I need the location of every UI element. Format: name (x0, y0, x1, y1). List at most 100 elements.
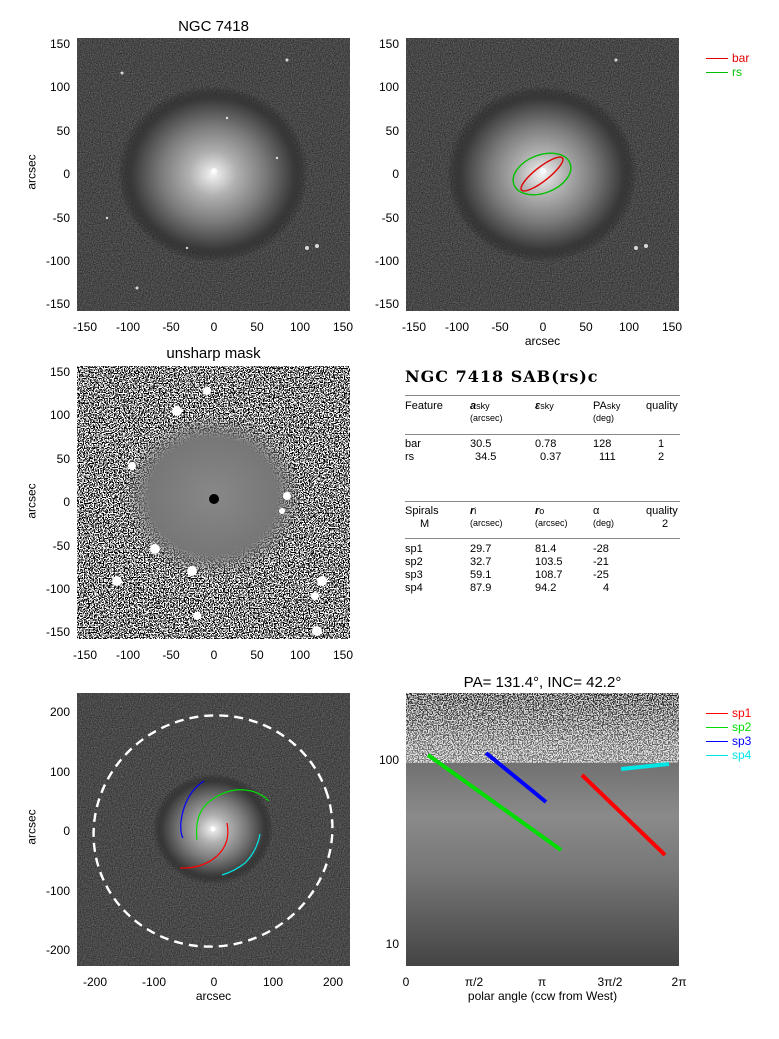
tick-x: 0 (210, 320, 218, 334)
header-eps: ε (535, 400, 541, 412)
row-ro: 103.5 (535, 556, 563, 568)
legend-bar: bar (706, 51, 749, 65)
table-rule (405, 501, 680, 502)
legend-sp1: sp1 (706, 706, 751, 720)
panel2-xlabel: arcsec (524, 334, 561, 348)
header-a-unit: (arcsec) (470, 413, 503, 423)
tick-x: -100 (115, 320, 141, 334)
tick-x: -150 (72, 320, 98, 334)
spiral-arm-sp3 (180, 780, 205, 839)
tick-y: -50 (52, 211, 70, 225)
tick-x: -100 (141, 975, 167, 989)
unsharp-mask-image (77, 366, 350, 639)
tick-x: -50 (162, 648, 180, 662)
tick-y: -100 (374, 254, 399, 268)
polar-plot (406, 693, 679, 966)
panel1-title: NGC 7418 (178, 18, 249, 35)
tick-x: 100 (618, 320, 640, 334)
header-a: a (470, 400, 477, 412)
row-eps: 0.78 (535, 438, 557, 450)
header-ro-unit: (arcsec) (535, 518, 568, 528)
row-ri: 87.9 (470, 582, 492, 594)
outer-dashed-ellipse (92, 714, 334, 948)
row-name: sp3 (405, 569, 423, 581)
spiral-arm-sp1 (179, 822, 229, 869)
header-eps-sub: sky (540, 401, 554, 411)
tick-y: 100 (49, 765, 70, 779)
row-alpha: -21 (593, 556, 609, 568)
header-a-sub: sky (476, 401, 490, 411)
tick-x: -150 (401, 320, 427, 334)
header-feature: Feature (405, 400, 443, 412)
panel6-title: PA= 131.4°, INC= 42.2° (463, 674, 622, 691)
arm-line-sp1 (580, 773, 667, 857)
tick-x: -100 (444, 320, 470, 334)
tick-x: 100 (289, 648, 311, 662)
tick-x: 200 (322, 975, 344, 989)
table-heading: NGC 7418 SAB(rs)c (405, 367, 599, 386)
tick-x: 0 (402, 975, 410, 989)
header-ro-sub: o (539, 506, 545, 516)
tick-y: 50 (56, 452, 70, 466)
header-ri-sub: i (474, 506, 477, 516)
panel3-title: unsharp mask (166, 345, 261, 362)
arm-line-sp3 (484, 751, 548, 804)
tick-x: 50 (250, 648, 264, 662)
row-ri: 29.7 (470, 543, 492, 555)
header-pa-unit: (deg) (593, 413, 615, 423)
panel2-legend: bar rs (706, 51, 749, 79)
legend-sp3: sp3 (706, 734, 751, 748)
tick-y: 100 (49, 80, 70, 94)
row-eps: 0.37 (540, 451, 562, 463)
row-name: rs (405, 451, 415, 463)
header-alpha: α (593, 505, 600, 517)
tick-y: 200 (49, 705, 70, 719)
spiral-arm-sp4 (221, 833, 261, 876)
tick-y: -150 (45, 297, 70, 311)
header-quality: quality (646, 505, 678, 517)
rs-ellipse (512, 152, 572, 196)
tick-y: -50 (381, 211, 399, 225)
tick-y: 0 (63, 167, 70, 181)
row-pa: 111 (599, 451, 616, 463)
header-alpha-unit: (deg) (593, 518, 615, 528)
tick-x: 150 (661, 320, 683, 334)
row-ro: 108.7 (535, 569, 563, 581)
spiral-arm-image (77, 693, 350, 966)
tick-x: 50 (579, 320, 593, 334)
tick-x: -150 (72, 648, 98, 662)
row-ri: 59.1 (470, 569, 492, 581)
row-pa: 128 (593, 438, 612, 450)
legend-sp4: sp4 (706, 748, 751, 762)
tick-y: 50 (385, 124, 399, 138)
header-pa-sub: sky (606, 401, 621, 411)
tick-x: -100 (115, 648, 141, 662)
tick-y: 150 (49, 37, 70, 51)
row-name: sp4 (405, 582, 423, 594)
tick-y: 100 (378, 753, 399, 767)
tick-y: -150 (45, 625, 70, 639)
row-quality: 1 (658, 438, 665, 450)
tick-x: 100 (289, 320, 311, 334)
row-name: bar (405, 438, 421, 450)
header-m: M (420, 518, 430, 530)
tick-y: 50 (56, 124, 70, 138)
row-alpha: -28 (593, 543, 609, 555)
row-alpha: 4 (603, 582, 610, 594)
tick-x: 100 (262, 975, 284, 989)
tick-x: 150 (332, 648, 354, 662)
row-ri: 32.7 (470, 556, 492, 568)
row-name: sp1 (405, 543, 423, 555)
tick-x: 0 (210, 648, 218, 662)
table-rule (405, 395, 680, 396)
tick-y: -200 (45, 943, 70, 957)
panel6-xlabel: polar angle (ccw from West) (467, 989, 618, 1003)
tick-y: 150 (378, 37, 399, 51)
tick-y: -100 (45, 582, 70, 596)
header-ri: r (470, 505, 475, 517)
table-rule (405, 538, 680, 539)
tick-x: π (537, 975, 547, 989)
galaxy-ellipse-image (406, 38, 679, 311)
tick-x: 150 (332, 320, 354, 334)
tick-x: -50 (491, 320, 509, 334)
